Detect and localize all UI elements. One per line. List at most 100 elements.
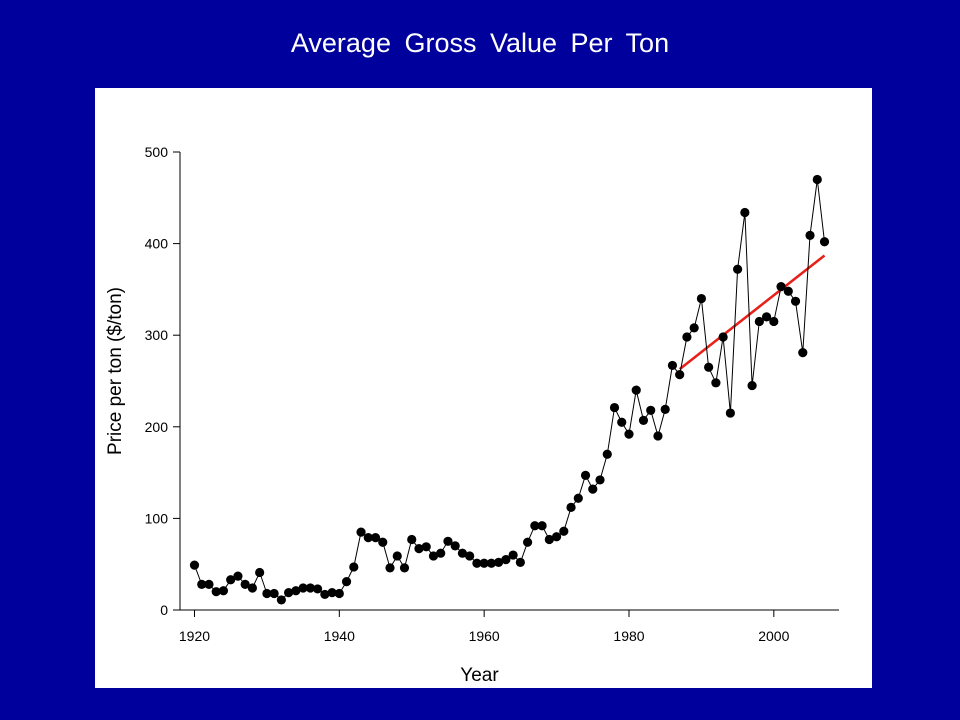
data-point [667, 360, 678, 371]
data-point [305, 583, 315, 593]
data-point [761, 312, 772, 322]
data-point [320, 589, 330, 600]
data-point [255, 567, 265, 578]
data-point [711, 378, 721, 388]
y-tick-label: 500 [145, 144, 169, 160]
data-point [494, 557, 504, 567]
data-point [211, 587, 221, 597]
data-point [725, 408, 735, 418]
data-point [718, 332, 728, 342]
data-point [370, 533, 381, 543]
data-point [421, 542, 431, 552]
data-point [508, 550, 518, 560]
data-point [414, 544, 424, 554]
data-point [197, 579, 207, 589]
series-line [194, 179, 825, 601]
data-point [566, 502, 576, 513]
data-point [769, 316, 779, 327]
data-point [436, 548, 446, 558]
data-point [233, 571, 243, 581]
slide-title: Average Gross Value Per Ton [290, 28, 670, 58]
data-point [776, 282, 786, 292]
data-point [675, 369, 685, 380]
data-point [276, 595, 286, 605]
data-point [450, 541, 460, 551]
data-point [269, 588, 279, 599]
data-point [240, 579, 250, 589]
data-point [312, 584, 323, 594]
data-point [189, 560, 200, 570]
data-point [356, 527, 366, 537]
data-point [537, 521, 547, 531]
data-point [334, 588, 344, 599]
data-point [696, 293, 707, 304]
y-tick-label: 200 [145, 419, 169, 435]
data-point [617, 417, 627, 427]
data-point [392, 551, 402, 561]
data-point [580, 470, 591, 480]
x-axis-title: Year [460, 665, 499, 686]
data-point [530, 521, 540, 531]
data-point [588, 484, 598, 494]
data-point [327, 587, 337, 598]
data-point [428, 551, 439, 561]
data-point [399, 563, 410, 573]
chart-axes [173, 151, 839, 617]
data-point [349, 562, 359, 572]
data-point [465, 551, 475, 561]
series-layer [189, 174, 830, 605]
data-point [609, 402, 620, 413]
data-point [284, 587, 294, 598]
data-point [602, 449, 612, 459]
x-tick-label: 1940 [324, 628, 355, 644]
data-point [733, 264, 743, 274]
data-point [704, 362, 714, 372]
data-point [378, 537, 388, 547]
data-point [218, 586, 229, 596]
data-point [805, 230, 815, 240]
data-point [544, 534, 554, 545]
data-point [457, 548, 468, 558]
data-point [551, 532, 562, 542]
x-tick-label: 2000 [758, 628, 789, 644]
data-point [740, 207, 750, 218]
data-point [559, 526, 569, 536]
x-tick-label: 1980 [613, 628, 644, 644]
x-tick-label: 1960 [469, 628, 500, 644]
data-point [407, 534, 417, 545]
data-point [790, 296, 801, 306]
y-tick-label: 400 [145, 236, 169, 252]
data-point [472, 558, 482, 568]
data-point [624, 429, 634, 439]
data-point [385, 563, 395, 573]
data-point [747, 380, 757, 391]
data-point [638, 415, 649, 425]
data-point [812, 174, 822, 185]
data-point [262, 588, 272, 599]
data-point [363, 533, 373, 543]
data-point [515, 557, 525, 567]
x-tick-label: 1920 [179, 628, 210, 644]
data-point [226, 575, 236, 585]
data-point [341, 577, 352, 587]
data-point [653, 431, 663, 441]
data-point [486, 558, 496, 568]
data-point [631, 385, 641, 395]
data-point [291, 586, 301, 596]
chart-panel: 0 100 200 300 400 500 1920 1940 1960 1980 2000 Year… [95, 88, 872, 688]
data-point [660, 404, 670, 414]
price-chart: 0 100 200 300 400 500 1920 1940 1960 1980 2000 Year… [105, 144, 839, 686]
y-tick-label: 0 [160, 602, 168, 618]
data-point [798, 348, 808, 358]
data-point [754, 316, 764, 327]
data-point [479, 558, 489, 568]
data-point [523, 537, 533, 547]
data-point [783, 286, 793, 296]
data-point [573, 493, 583, 503]
data-point [204, 579, 214, 589]
data-point [247, 583, 258, 593]
labels-layer: 0 100 200 300 400 500 1920 1940 1960 1980 2000 Year… [105, 144, 790, 686]
data-point [501, 555, 511, 565]
y-tick-label: 100 [145, 510, 169, 526]
data-point [595, 475, 605, 485]
